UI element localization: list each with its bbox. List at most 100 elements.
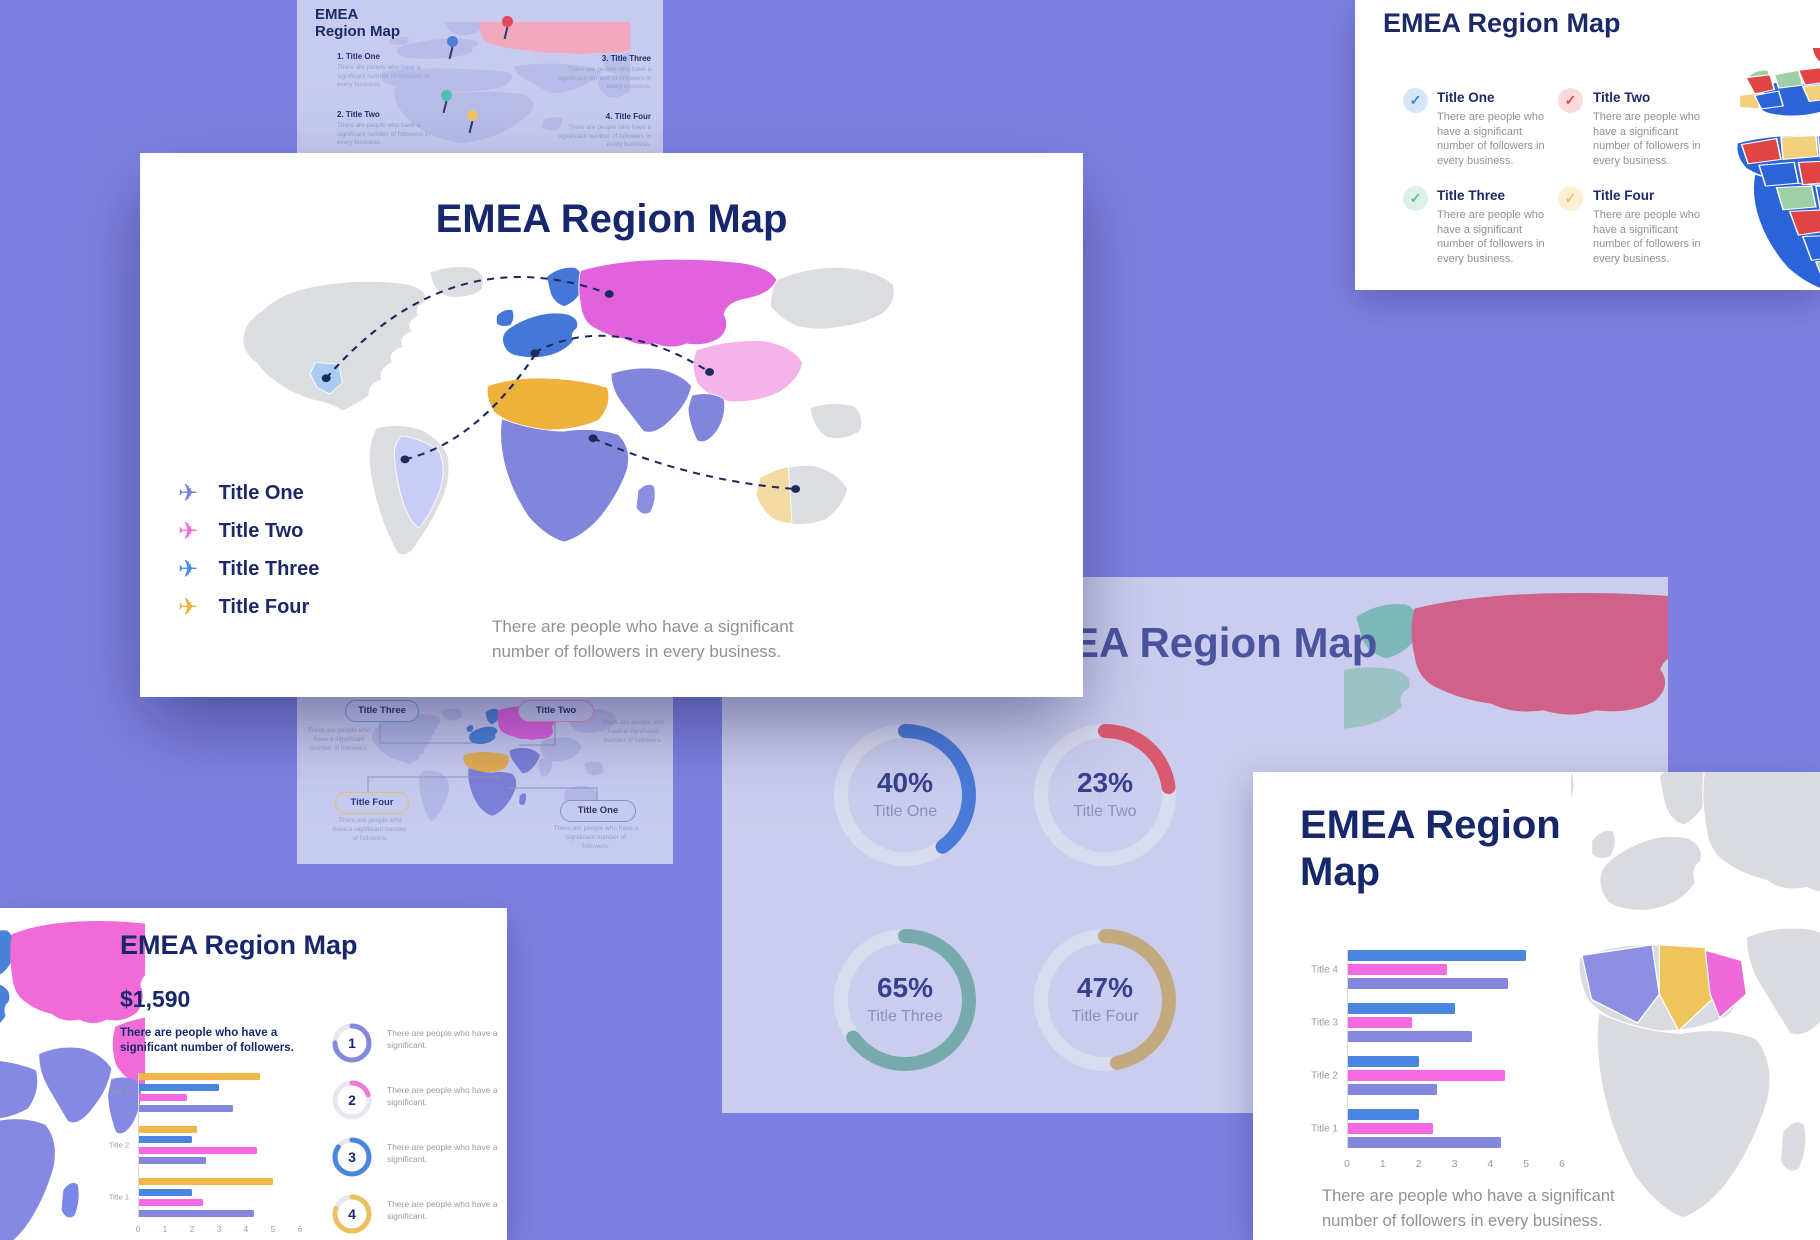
donut-label: Title One bbox=[872, 803, 938, 820]
donut-label: Title Four bbox=[1071, 1008, 1139, 1025]
slide-checkmark-list: EMEA Region Map ✓ Title One There are pe… bbox=[1355, 0, 1820, 290]
bar-pink-title-2 bbox=[1347, 1070, 1505, 1081]
slide-title: EMEA Region Map bbox=[435, 197, 788, 241]
price-value: $1,590 bbox=[120, 986, 191, 1012]
list-number: 4 bbox=[348, 1206, 356, 1222]
slide-bars-map: EMEA Region Map Title 4 Title 3 Title 2 Tit… bbox=[1253, 772, 1820, 1240]
legend-item-title-four: ✈ Title Four bbox=[178, 594, 310, 621]
lead-text: There are people who have a significant … bbox=[120, 1027, 294, 1054]
europe-africa-map bbox=[382, 22, 630, 144]
bar-category-label: Title 1 bbox=[108, 1192, 129, 1202]
world-map-routes bbox=[242, 258, 895, 556]
callout-pill-title-two: Title Two bbox=[518, 700, 594, 722]
bar-yellow-title-3 bbox=[138, 1073, 260, 1080]
airplane-icon: ✈ bbox=[178, 594, 199, 621]
airplane-icon: ✈ bbox=[178, 518, 199, 545]
bar-pink-title-1 bbox=[1347, 1123, 1433, 1134]
list-number: 1 bbox=[348, 1035, 356, 1051]
bar-category-label: Title 2 bbox=[108, 1140, 129, 1150]
callout-pill-title-one: Title One bbox=[560, 800, 636, 822]
scandinavia-russia-map bbox=[1344, 592, 1668, 729]
check-icon: ✓ bbox=[1558, 186, 1583, 211]
bar-yellow-title-1 bbox=[138, 1178, 273, 1185]
slide-top-left-map-pins: EMEA Region Map 1. Title One There are p… bbox=[297, 0, 663, 153]
slide-title: EMEA Region Map bbox=[315, 6, 400, 41]
numbered-item-1: 1. Title One There are people who have a… bbox=[337, 52, 430, 89]
callout-pill-title-three: Title Three bbox=[345, 700, 419, 722]
donut-percent: 65% bbox=[876, 972, 934, 1003]
check-icon: ✓ bbox=[1403, 88, 1428, 113]
emea-map-strip bbox=[0, 921, 145, 1240]
list-item-2: 2 There are people who have a significan… bbox=[330, 1078, 498, 1122]
bar-purple-title-1 bbox=[138, 1209, 255, 1217]
callout-body: There are people who have a significant … bbox=[332, 817, 408, 843]
slide-title: EMEA Region Map bbox=[120, 930, 358, 960]
bar-category-label: Title 4 bbox=[1311, 964, 1338, 975]
donut-label: Title Three bbox=[867, 1008, 943, 1025]
legend-item-title-two: ✈ Title Two bbox=[178, 518, 304, 545]
bar-category-label: Title 2 bbox=[1311, 1070, 1338, 1081]
callout-pill-title-four: Title Four bbox=[335, 792, 409, 814]
europe-africa-gray-map bbox=[1571, 772, 1820, 1219]
bar-blue-title-1 bbox=[138, 1188, 192, 1196]
colorful-europe-africa-map bbox=[1736, 48, 1820, 289]
bar-pink-title-2 bbox=[138, 1146, 257, 1154]
donut-percent: 40% bbox=[876, 767, 934, 798]
bar-blue-title-2 bbox=[1347, 1056, 1419, 1067]
legend-item-title-three: ✈ Title Three bbox=[178, 556, 320, 583]
donut-chart-title-three: 65% Title Three bbox=[825, 920, 985, 1080]
donut-chart-title-one: 40% Title One bbox=[825, 715, 985, 875]
bar-blue-title-3 bbox=[1347, 1003, 1455, 1014]
list-item-4: 4 There are people who have a significan… bbox=[330, 1192, 498, 1236]
bar-blue-title-4 bbox=[1347, 950, 1527, 961]
description-text: There are people who have a significant … bbox=[492, 617, 794, 661]
donut-percent: 47% bbox=[1076, 972, 1134, 1003]
bar-pink-title-3 bbox=[1347, 1017, 1412, 1028]
bar-purple-title-1 bbox=[1347, 1137, 1502, 1148]
donut-percent: 23% bbox=[1076, 767, 1134, 798]
list-number: 2 bbox=[348, 1092, 356, 1108]
slide-map-callouts: Title Three Title Two Title Four Title O… bbox=[297, 690, 673, 864]
list-number: 3 bbox=[348, 1149, 356, 1165]
bar-category-label: Title 1 bbox=[1311, 1123, 1338, 1134]
bar-pink-title-3 bbox=[138, 1094, 187, 1101]
numbered-item-4: 4. Title Four There are people who have … bbox=[558, 112, 651, 149]
slide-main-world-map: EMEA Region Map ✈ Title One ✈ Title Two … bbox=[140, 153, 1083, 697]
airplane-icon: ✈ bbox=[178, 480, 199, 507]
donut-chart-title-two: 23% Title Two bbox=[1025, 715, 1185, 875]
list-item-1: 1 There are people who have a significan… bbox=[330, 1021, 498, 1065]
bar-blue-title-3 bbox=[138, 1083, 219, 1091]
callout-body: There are people who have a significant … bbox=[307, 727, 371, 753]
description-text: There are people who have a significant … bbox=[1322, 1187, 1615, 1230]
bar-pink-title-4 bbox=[1347, 964, 1448, 975]
bar-category-label: Title 3 bbox=[108, 1087, 129, 1097]
callout-body: There are people who have a significant … bbox=[601, 719, 665, 745]
donut-label: Title Two bbox=[1073, 803, 1137, 820]
check-icon: ✓ bbox=[1558, 88, 1583, 113]
callout-body: There are people who have a significant … bbox=[553, 825, 639, 851]
bar-purple-title-4 bbox=[1347, 978, 1509, 989]
bar-purple-title-2 bbox=[1347, 1084, 1437, 1095]
airplane-icon: ✈ bbox=[178, 556, 199, 583]
legend: ✈ Title One ✈ Title Two ✈ Title Three ✈ … bbox=[178, 479, 398, 639]
bar-blue-title-1 bbox=[1347, 1109, 1419, 1120]
legend-item-title-one: ✈ Title One bbox=[178, 480, 304, 507]
slide-price-bars: EMEA Region Map $1,590 There are people … bbox=[0, 908, 507, 1240]
bar-purple-title-3 bbox=[1347, 1031, 1473, 1042]
check-icon: ✓ bbox=[1403, 186, 1428, 211]
donut-chart-title-four: 47% Title Four bbox=[1025, 920, 1185, 1080]
slide-title: EMEA Region Map bbox=[1300, 803, 1561, 895]
bar-category-label: Title 3 bbox=[1311, 1017, 1338, 1028]
numbered-item-2: 2. Title Two There are people who have a… bbox=[337, 110, 430, 147]
bar-purple-title-2 bbox=[138, 1157, 206, 1164]
bar-yellow-title-2 bbox=[138, 1125, 198, 1133]
numbered-item-3: 3. Title Three There are people who have… bbox=[558, 54, 651, 91]
bar-purple-title-3 bbox=[138, 1104, 233, 1112]
bar-pink-title-1 bbox=[138, 1199, 203, 1206]
list-item-3: 3 There are people who have a significan… bbox=[330, 1135, 498, 1179]
callout-connectors bbox=[367, 720, 598, 800]
